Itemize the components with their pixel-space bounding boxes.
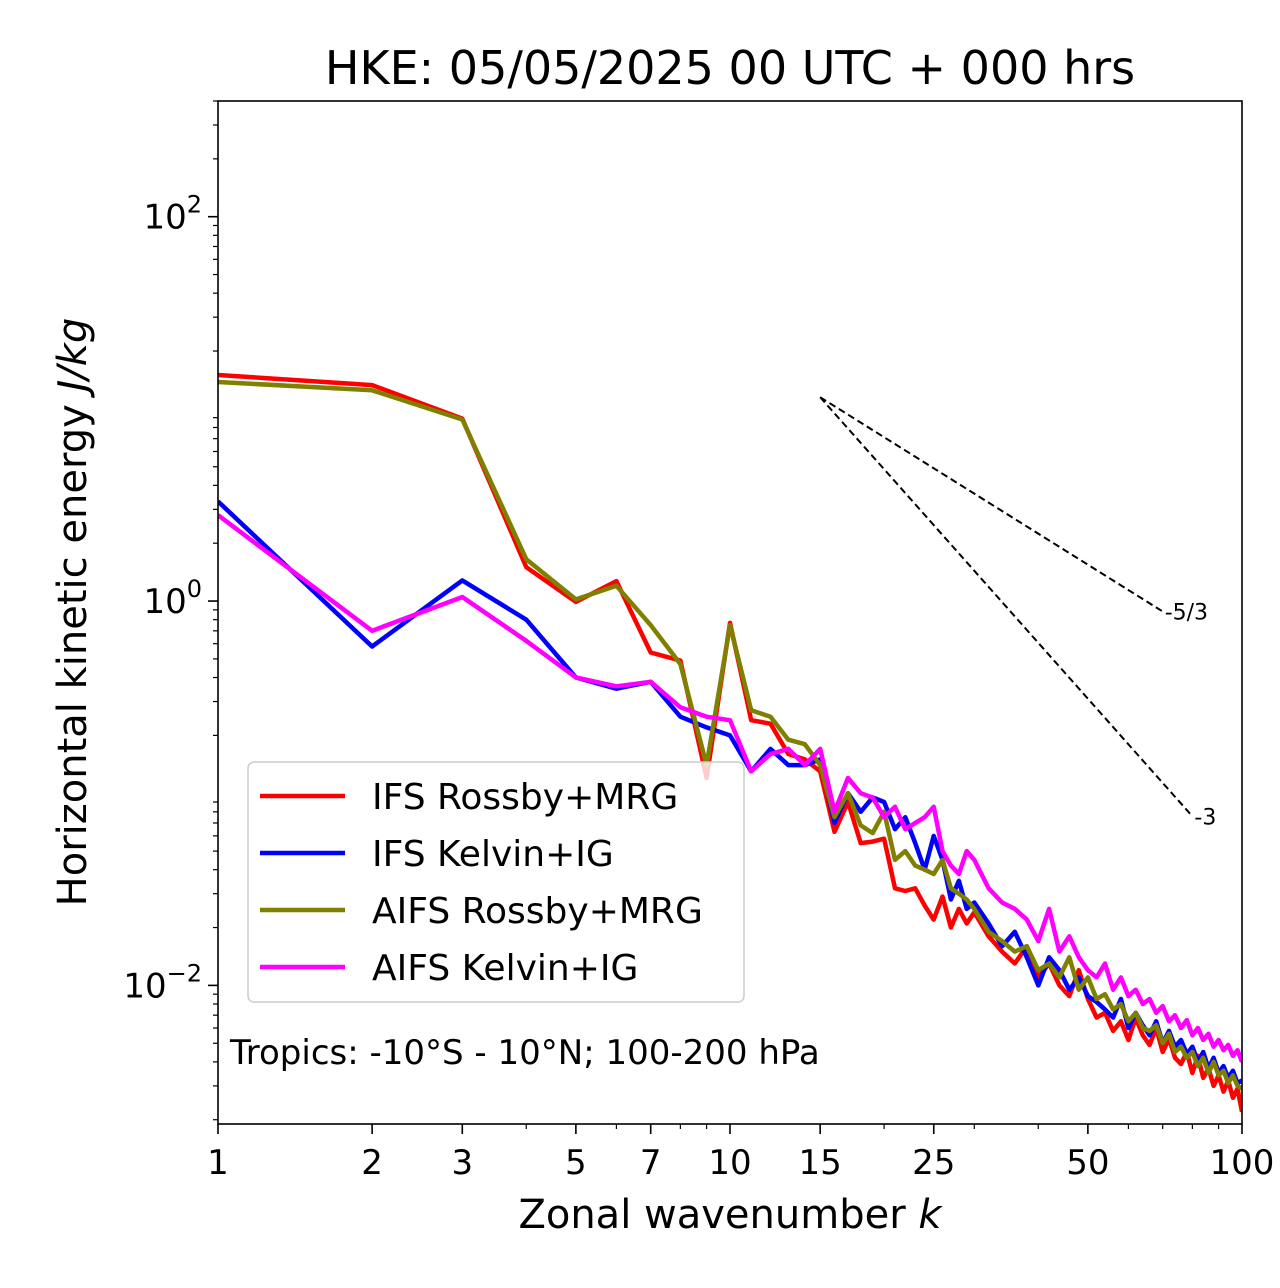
reference-slope-line xyxy=(819,396,1164,613)
series-line-4 xyxy=(218,513,1242,1063)
reference-slope-label: -3 xyxy=(1194,805,1216,830)
x-axis-ticks: 1 2 3 5 7 10 15 25 50 100 xyxy=(207,1124,1274,1183)
x-tick-label: 7 xyxy=(640,1143,662,1183)
chart-title: HKE: 05/05/2025 00 UTC + 000 hrs xyxy=(325,41,1135,95)
y-axis-label: Horizontal kinetic energy J/kg xyxy=(50,318,96,907)
legend: IFS Rossby+MRG IFS Kelvin+IG AIFS Rossby+M… xyxy=(247,761,745,1003)
reference-slopes: -5/3 -3 xyxy=(819,396,1216,830)
x-tick-label: 5 xyxy=(565,1143,587,1183)
series-layer xyxy=(218,372,1242,1113)
x-tick-label: 50 xyxy=(1066,1143,1109,1183)
legend-label: AIFS Kelvin+IG xyxy=(372,948,638,989)
legend-label: IFS Rossby+MRG xyxy=(372,777,678,818)
y-tick-label: 102 xyxy=(143,191,202,238)
series-line-2 xyxy=(218,499,1242,1086)
x-tick-label: 15 xyxy=(799,1143,842,1183)
region-annotation: Tropics: -10°S - 10°N; 100-200 hPa xyxy=(229,1033,820,1073)
legend-label: AIFS Rossby+MRG xyxy=(372,891,703,932)
reference-slope-line xyxy=(819,396,1194,818)
reference-slope-label: -5/3 xyxy=(1165,600,1208,625)
x-axis-label: Zonal wavenumber k xyxy=(518,1192,943,1238)
x-tick-label: 100 xyxy=(1210,1143,1275,1183)
legend-box xyxy=(247,761,745,1003)
y-tick-label: 100 xyxy=(143,575,202,622)
y-axis-ticks: 10−2 100 102 xyxy=(123,100,218,1121)
series-line-3 xyxy=(218,379,1242,1091)
y-tick-label: 10−2 xyxy=(123,959,202,1006)
x-tick-label: 3 xyxy=(451,1143,473,1183)
legend-label: IFS Kelvin+IG xyxy=(372,834,614,875)
x-tick-label: 10 xyxy=(708,1143,751,1183)
plot-frame xyxy=(217,100,1243,1125)
x-tick-label: 1 xyxy=(207,1143,229,1183)
x-tick-label: 25 xyxy=(912,1143,955,1183)
x-tick-label: 2 xyxy=(361,1143,383,1183)
